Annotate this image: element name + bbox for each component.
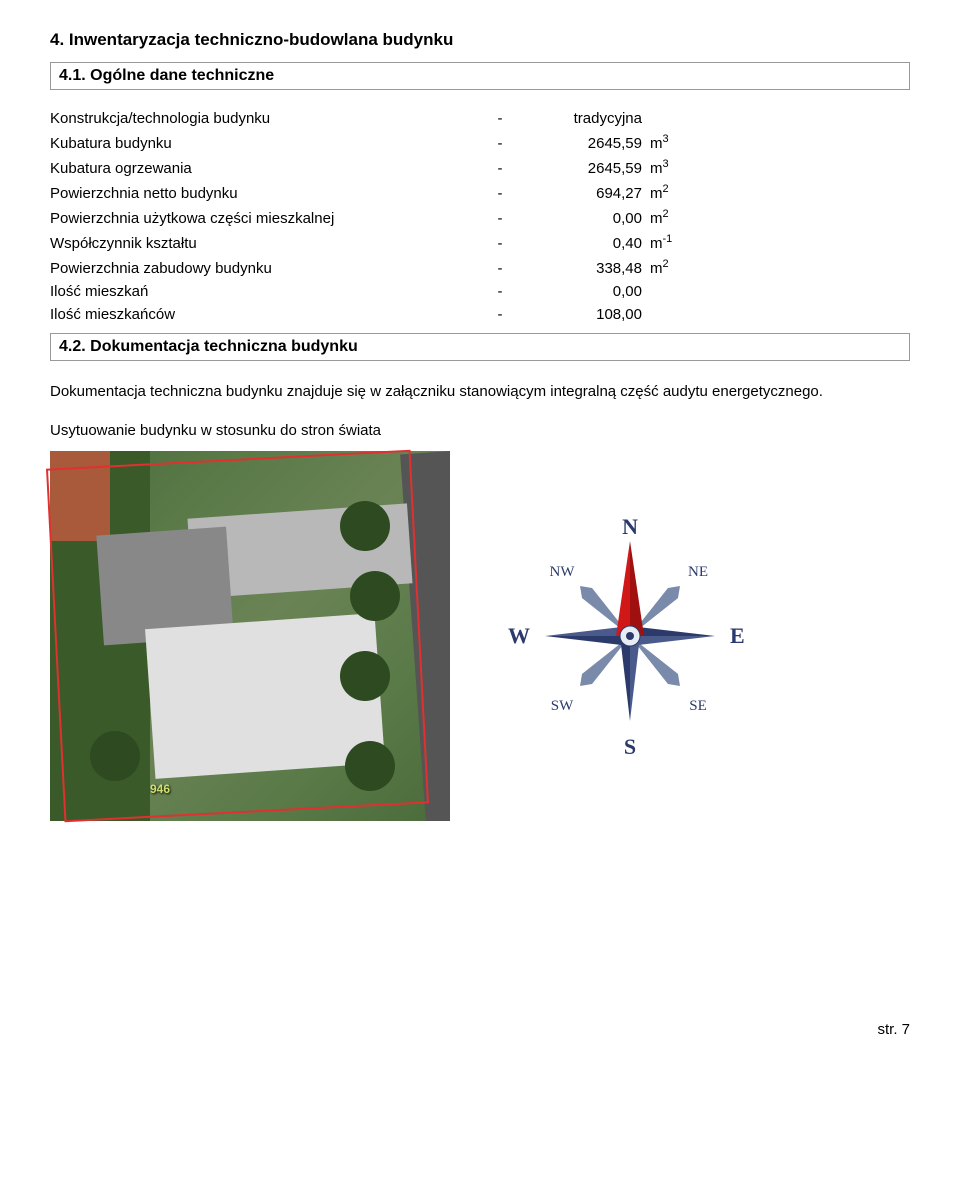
param-label: Współczynnik kształtu bbox=[50, 235, 470, 252]
subheading-4-2: 4.2. Dokumentacja techniczna budynku bbox=[50, 333, 910, 361]
param-label: Powierzchnia netto budynku bbox=[50, 185, 470, 202]
documentation-description: Dokumentacja techniczna budynku znajduje… bbox=[50, 381, 910, 404]
compass-label-n: N bbox=[622, 514, 638, 539]
param-dash: - bbox=[470, 306, 530, 323]
aerial-photo: 946 bbox=[50, 451, 450, 821]
compass-label-sw: SW bbox=[551, 698, 574, 714]
compass-label-s: S bbox=[624, 734, 636, 759]
param-unit: m2 bbox=[650, 208, 700, 227]
param-dash: - bbox=[470, 283, 530, 300]
param-row: Współczynnik kształtu-0,40m-1 bbox=[50, 233, 910, 252]
param-row: Powierzchnia użytkowa części mieszkalnej… bbox=[50, 208, 910, 227]
param-unit: m2 bbox=[650, 183, 700, 202]
param-dash: - bbox=[470, 135, 530, 152]
compass-label-e: E bbox=[730, 623, 745, 648]
param-label: Kubatura ogrzewania bbox=[50, 160, 470, 177]
parameters-table: Konstrukcja/technologia budynku-tradycyj… bbox=[50, 110, 910, 323]
param-value: 2645,59 bbox=[530, 135, 650, 152]
image-row: 946 bbox=[50, 451, 910, 821]
param-value: 2645,59 bbox=[530, 160, 650, 177]
param-dash: - bbox=[470, 235, 530, 252]
param-dash: - bbox=[470, 185, 530, 202]
param-label: Powierzchnia zabudowy budynku bbox=[50, 260, 470, 277]
param-value: 338,48 bbox=[530, 260, 650, 277]
param-dash: - bbox=[470, 160, 530, 177]
compass-label-nw: NW bbox=[550, 564, 576, 580]
subheading-4-1: 4.1. Ogólne dane techniczne bbox=[50, 62, 910, 90]
param-label: Kubatura budynku bbox=[50, 135, 470, 152]
compass-north-arrow bbox=[616, 541, 644, 636]
param-value: 0,40 bbox=[530, 235, 650, 252]
param-label: Ilość mieszkań bbox=[50, 283, 470, 300]
param-row: Ilość mieszkańców-108,00 bbox=[50, 306, 910, 323]
param-label: Ilość mieszkańców bbox=[50, 306, 470, 323]
param-row: Kubatura ogrzewania-2645,59m3 bbox=[50, 158, 910, 177]
param-dash: - bbox=[470, 110, 530, 127]
param-unit: m3 bbox=[650, 133, 700, 152]
param-row: Powierzchnia netto budynku-694,27m2 bbox=[50, 183, 910, 202]
param-unit: m2 bbox=[650, 258, 700, 277]
param-value: tradycyjna bbox=[530, 110, 650, 127]
compass-south-arrow bbox=[620, 636, 640, 721]
param-value: 694,27 bbox=[530, 185, 650, 202]
param-label: Powierzchnia użytkowa części mieszkalnej bbox=[50, 210, 470, 227]
param-row: Powierzchnia zabudowy budynku-338,48m2 bbox=[50, 258, 910, 277]
compass-label-se: SE bbox=[689, 698, 707, 714]
param-dash: - bbox=[470, 210, 530, 227]
orientation-caption: Usytuowanie budynku w stosunku do stron … bbox=[50, 422, 910, 439]
param-row: Ilość mieszkań-0,00 bbox=[50, 283, 910, 300]
compass-rose: N E S W NE SE SW NW bbox=[490, 496, 770, 776]
page-footer: str. 7 bbox=[50, 1021, 910, 1038]
param-value: 108,00 bbox=[530, 306, 650, 323]
param-dash: - bbox=[470, 260, 530, 277]
param-row: Konstrukcja/technologia budynku-tradycyj… bbox=[50, 110, 910, 127]
param-unit: m-1 bbox=[650, 233, 700, 252]
param-label: Konstrukcja/technologia budynku bbox=[50, 110, 470, 127]
main-heading: 4. Inwentaryzacja techniczno-budowlana b… bbox=[50, 30, 910, 50]
param-row: Kubatura budynku-2645,59m3 bbox=[50, 133, 910, 152]
param-value: 0,00 bbox=[530, 283, 650, 300]
param-value: 0,00 bbox=[530, 210, 650, 227]
compass-label-ne: NE bbox=[688, 564, 708, 580]
lot-number-label: 946 bbox=[150, 782, 170, 796]
param-unit: m3 bbox=[650, 158, 700, 177]
compass-label-w: W bbox=[508, 623, 530, 648]
